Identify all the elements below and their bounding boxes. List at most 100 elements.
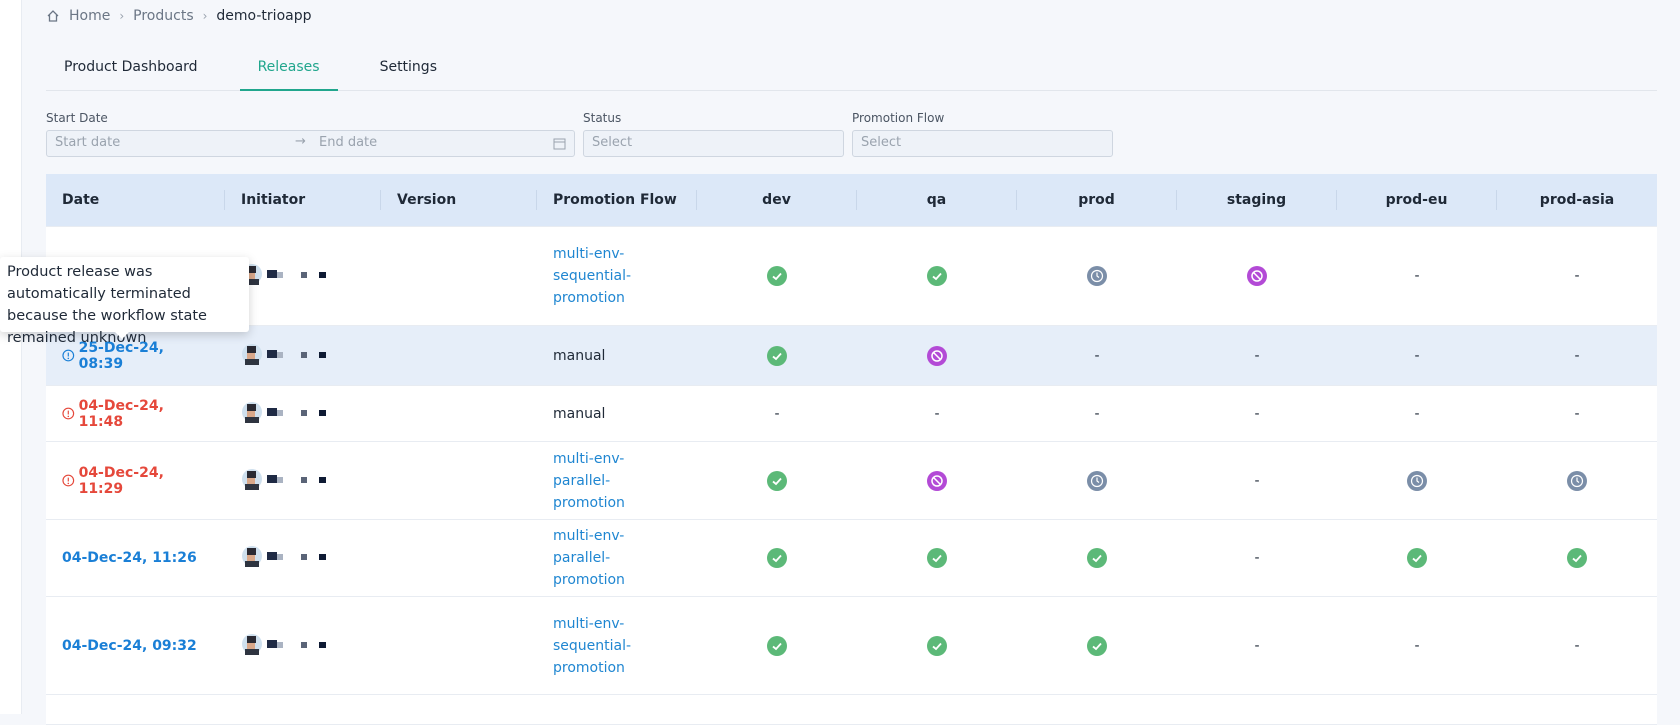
stage-cell <box>697 470 857 491</box>
tooltip: Product release was automatically termin… <box>0 257 249 346</box>
column-header: Date <box>46 190 225 210</box>
date-cell: 04-Dec-24, 09:32 <box>46 638 225 654</box>
stage-status-icon <box>1407 470 1427 491</box>
stage-status-icon <box>927 470 947 491</box>
stage-cell: - <box>1177 473 1337 489</box>
table-header: Date Initiator Version Promotion Flow dev qa p… <box>46 174 1657 227</box>
column-header: qa <box>857 190 1017 210</box>
stage-empty: - <box>934 405 940 422</box>
date-cell: 04-Dec-24, 11:29 <box>46 465 225 497</box>
filter-label: Status <box>583 111 622 125</box>
stage-cell <box>1497 470 1657 491</box>
table-row: 04-Dec-24, 11:29 multi-env-parallel-promo… <box>46 442 1657 520</box>
flow-select[interactable]: Select <box>852 130 1113 157</box>
stage-status-icon <box>767 345 787 366</box>
promotion-flow[interactable]: multi-env-parallel-promotion <box>553 528 625 588</box>
column-header: staging <box>1177 190 1337 210</box>
tabs: Product Dashboard Releases Settings <box>46 50 1657 91</box>
date-text: 04-Dec-24, 11:26 <box>62 550 197 566</box>
stage-cell: - <box>1337 638 1497 654</box>
stage-cell <box>697 266 857 286</box>
stage-empty: - <box>1414 347 1420 364</box>
column-header: dev <box>697 190 857 210</box>
placeholder: Select <box>592 135 633 150</box>
column-header: prod <box>1017 190 1177 210</box>
stage-empty: - <box>1254 550 1260 566</box>
stage-empty: - <box>1094 347 1100 364</box>
stage-cell: - <box>1497 638 1657 654</box>
release-date[interactable]: 04-Dec-24, 11:29 <box>62 465 209 497</box>
date-cell: 04-Dec-24, 11:26 <box>46 550 225 566</box>
stage-empty: - <box>1254 405 1260 422</box>
stage-status-icon <box>767 266 787 286</box>
table-row: 25-Dec-24, 08:39 manual - - - - <box>46 326 1657 386</box>
stage-cell: - <box>1497 268 1657 284</box>
initiator-cell <box>225 467 381 495</box>
crumb-link[interactable]: Home <box>69 8 111 24</box>
stage-status-icon <box>1247 266 1267 286</box>
crumb-link[interactable]: Products <box>133 8 194 24</box>
status-icon <box>62 349 75 362</box>
release-date[interactable]: 04-Dec-24, 11:48 <box>62 398 209 430</box>
sidebar <box>0 0 22 714</box>
stage-cell <box>697 345 857 366</box>
date-text: 04-Dec-24, 09:32 <box>62 637 197 654</box>
stage-status-icon <box>927 266 947 286</box>
status-icon <box>62 474 75 487</box>
promotion-flow: manual <box>553 405 606 422</box>
stage-empty: - <box>1574 637 1580 654</box>
stage-status-icon <box>767 548 787 568</box>
stage-cell <box>1337 470 1497 491</box>
stage-cell: - <box>1177 348 1337 364</box>
tab[interactable]: Settings <box>379 59 437 75</box>
initiator-cell <box>225 544 381 572</box>
placeholder: End date <box>319 135 378 150</box>
status-icon <box>62 407 75 420</box>
stage-status-icon <box>927 345 947 366</box>
stage-cell: - <box>1497 348 1657 364</box>
date-text: 04-Dec-24, 11:48 <box>78 397 164 430</box>
initiator-cell <box>225 632 381 660</box>
stage-cell: - <box>1177 638 1337 654</box>
flow-cell: manual <box>537 345 697 367</box>
stage-cell: - <box>1497 406 1657 422</box>
stage-cell: - <box>1337 406 1497 422</box>
stage-status-icon <box>767 470 787 491</box>
stage-empty: - <box>1254 472 1260 489</box>
release-date[interactable]: 04-Dec-24, 09:32 <box>62 638 209 654</box>
release-date[interactable]: 04-Dec-24, 11:26 <box>62 550 209 566</box>
date-text: 04-Dec-24, 11:29 <box>78 464 164 497</box>
stage-cell <box>857 470 1017 491</box>
table-row: 04-Dec-24, 09:32 multi-env-sequential-pro… <box>46 597 1657 695</box>
release-date[interactable]: 25-Dec-24, 08:39 <box>62 340 209 372</box>
promotion-flow[interactable]: multi-env-parallel-promotion <box>553 450 625 511</box>
tab-active[interactable]: Releases <box>239 50 338 91</box>
stage-cell <box>857 345 1017 366</box>
initiator-avatar <box>242 468 326 490</box>
tab[interactable]: Product Dashboard <box>64 59 198 75</box>
placeholder: Start date <box>55 135 121 150</box>
flow-cell: multi-env-sequential-promotion <box>537 243 697 309</box>
flow-cell: multi-env-sequential-promotion <box>537 613 697 679</box>
stage-cell: - <box>1337 348 1497 364</box>
calendar-icon <box>553 138 566 150</box>
column-header: prod-eu <box>1337 190 1497 210</box>
stage-cell <box>1017 548 1177 568</box>
promotion-flow[interactable]: multi-env-sequential-promotion <box>553 615 632 676</box>
date-range[interactable]: Start date → End date <box>46 130 575 157</box>
home-icon <box>47 10 59 22</box>
status-select[interactable]: Select <box>583 130 844 157</box>
table-row: 04-Dec-24, 11:26 multi-env-parallel-promo… <box>46 520 1657 597</box>
initiator-avatar <box>242 343 326 365</box>
promotion-flow[interactable]: multi-env-sequential-promotion <box>553 246 632 306</box>
initiator-avatar <box>242 401 326 423</box>
stage-cell <box>697 635 857 656</box>
stage-cell: - <box>1017 406 1177 422</box>
stage-status-icon <box>1087 266 1107 286</box>
filter-label: Start Date <box>46 111 108 125</box>
stage-empty: - <box>1414 268 1420 284</box>
stage-empty: - <box>774 405 780 422</box>
initiator-avatar <box>242 633 326 655</box>
crumb-current: demo-trioapp <box>216 8 312 24</box>
